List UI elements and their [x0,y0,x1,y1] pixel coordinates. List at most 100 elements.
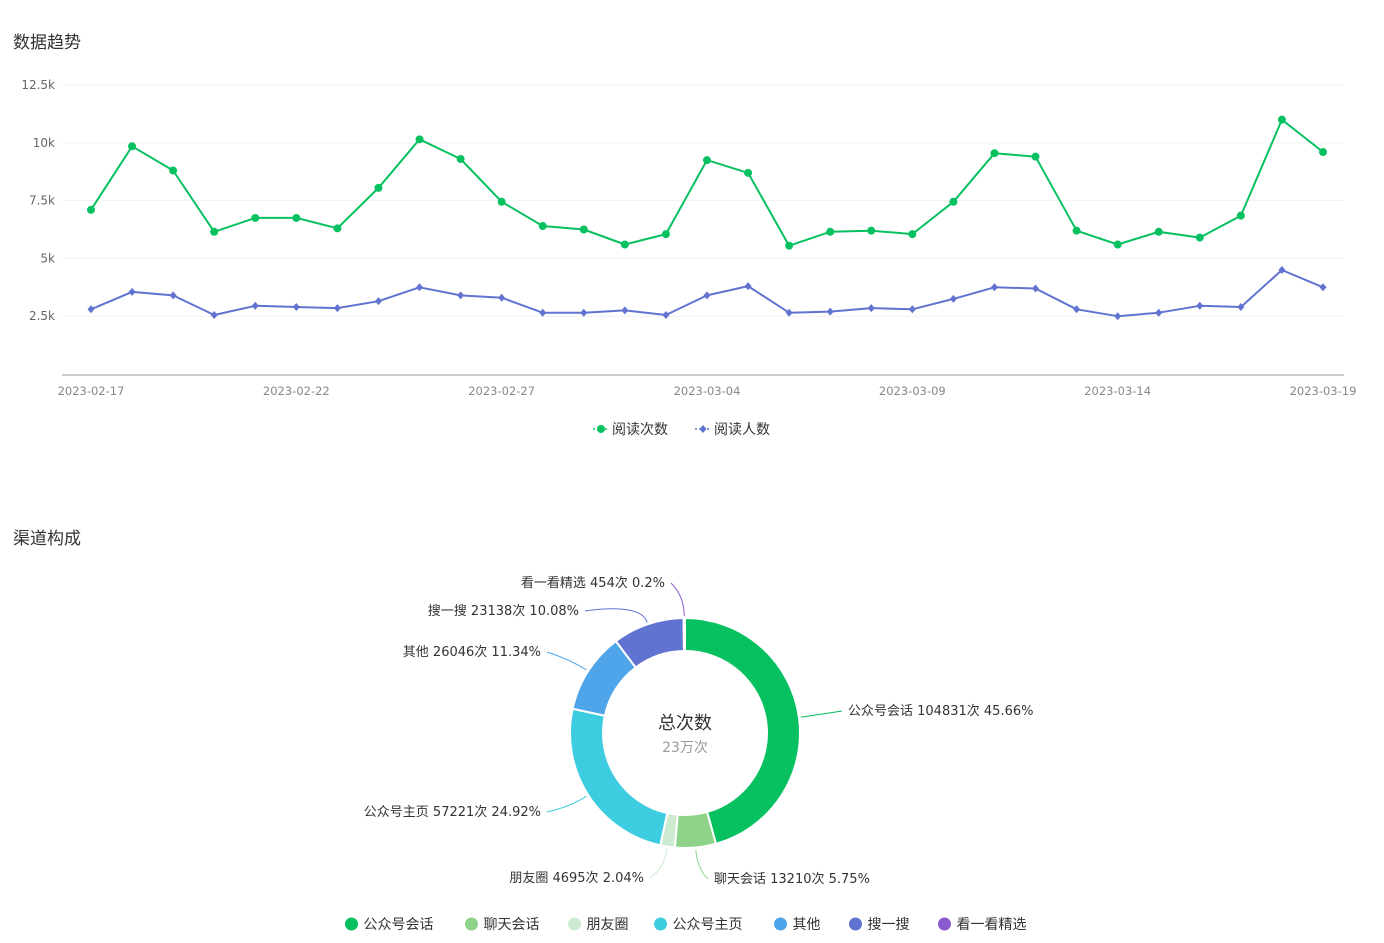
legend-dot-icon [774,917,787,931]
legend-label: 搜一搜 [868,917,910,933]
data-point[interactable] [867,226,876,235]
data-point[interactable] [251,301,259,310]
data-point[interactable] [1114,312,1122,321]
legend-dot-icon [849,917,862,931]
legend-dot-icon [465,917,478,931]
data-point[interactable] [292,302,300,311]
data-point[interactable] [210,311,218,320]
y-tick-label: 2.5k [29,309,55,323]
data-point[interactable] [1236,211,1245,220]
data-point[interactable] [1277,115,1286,124]
data-point[interactable] [169,166,178,175]
y-tick-label: 10k [33,136,55,150]
leader-line [649,848,668,879]
series-line-1[interactable] [90,118,1324,247]
data-point[interactable] [908,230,917,239]
data-point[interactable] [620,240,629,249]
legend-item-1[interactable]: 公众号会话 [345,917,434,933]
data-point[interactable] [949,197,958,206]
data-point[interactable] [169,291,177,300]
data-point[interactable] [416,283,424,292]
data-point[interactable] [826,307,834,316]
data-point[interactable] [292,213,301,222]
data-point[interactable] [826,227,835,236]
leader-line [546,651,587,671]
legend-item-1[interactable]: 阅读次数 [593,421,668,438]
data-point[interactable] [1278,265,1286,274]
data-point[interactable] [1113,240,1122,249]
x-tick-label: 2023-03-14 [1084,384,1151,398]
data-point[interactable] [908,305,916,314]
data-point[interactable] [1155,308,1163,317]
data-point[interactable] [251,213,260,222]
channel-section-title: 渠道构成 [13,529,81,549]
slice-label: 聊天会话 13210次 5.75% [714,871,870,887]
trend-line-chart[interactable]: 2.5k 5k 7.5k 10k 12.5k 2023-02-17 2023-02-22 20… [0,0,1384,460]
data-point[interactable] [621,306,629,315]
slice-label: 看一看精选 454次 0.2% [521,575,665,591]
data-point[interactable] [87,305,95,314]
donut-slice-7[interactable] [682,616,686,653]
legend-item-4[interactable]: 公众号主页 [654,917,743,933]
data-point[interactable] [785,308,793,317]
data-point[interactable] [744,282,752,291]
data-point[interactable] [661,230,670,239]
data-point[interactable] [785,241,794,250]
legend-item-7[interactable]: 看一看精选 [938,917,1027,933]
data-point[interactable] [128,142,137,151]
legend-label: 公众号主页 [673,917,743,933]
data-point[interactable] [374,297,382,306]
data-point[interactable] [580,308,588,317]
legend-marker-icon [597,425,605,433]
leader-line [546,795,587,813]
legend-item-3[interactable]: 朋友圈 [568,917,629,933]
data-point[interactable] [456,154,465,163]
leader-line [584,608,648,623]
data-point[interactable] [744,168,753,177]
data-point[interactable] [1031,152,1040,161]
data-point[interactable] [457,291,465,300]
data-point[interactable] [333,224,342,233]
data-point[interactable] [990,149,999,158]
legend-label: 朋友圈 [587,917,629,933]
data-point[interactable] [1195,233,1204,242]
x-tick-label: 2023-02-17 [58,384,125,398]
legend-item-5[interactable]: 其他 [774,917,821,933]
leader-line [800,710,843,718]
legend-dot-icon [654,917,667,931]
legend-item-6[interactable]: 搜一搜 [849,917,910,933]
channel-donut-chart[interactable]: 公众号会话 104831次 45.66% 聊天会话 13210次 5.75% 朋友圈… [0,500,1384,943]
data-point[interactable] [415,135,424,144]
data-point[interactable] [1196,301,1204,310]
data-point[interactable] [1319,283,1327,292]
data-point[interactable] [538,222,547,231]
data-point[interactable] [662,311,670,320]
donut-slice-4[interactable] [569,707,669,847]
data-point[interactable] [990,283,998,292]
donut-slice-1[interactable] [684,616,801,845]
legend-item-2[interactable]: 阅读人数 [695,421,770,438]
data-point[interactable] [497,197,506,206]
data-point[interactable] [703,156,711,165]
data-point[interactable] [539,308,547,317]
legend-item-2[interactable]: 聊天会话 [465,917,540,933]
data-point[interactable] [1032,284,1040,293]
data-point[interactable] [1319,148,1327,157]
data-point[interactable] [1073,305,1081,314]
data-point[interactable] [333,304,341,313]
data-point[interactable] [703,291,711,300]
legend-label: 看一看精选 [957,917,1027,933]
data-point[interactable] [1072,226,1081,235]
data-point[interactable] [87,205,95,214]
data-point[interactable] [579,225,588,234]
data-point[interactable] [1154,227,1163,236]
data-point[interactable] [498,293,506,302]
data-point[interactable] [867,304,875,313]
data-point[interactable] [210,227,219,236]
data-point[interactable] [374,183,383,192]
slice-label: 朋友圈 4695次 2.04% [509,870,644,886]
data-point[interactable] [128,287,136,296]
legend-label: 聊天会话 [484,917,540,933]
data-point[interactable] [1237,302,1245,311]
data-point[interactable] [949,294,957,303]
